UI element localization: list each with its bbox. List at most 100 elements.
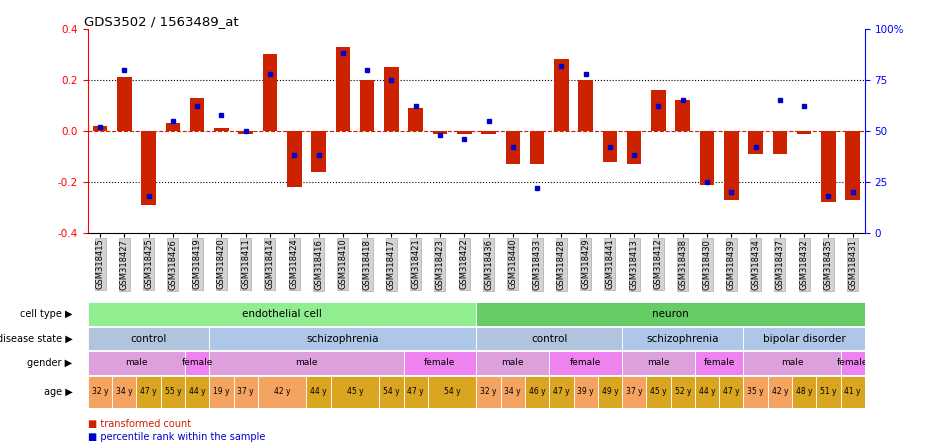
Text: gender ▶: gender ▶ [27,358,72,368]
Text: control: control [531,333,567,344]
Bar [88,327,209,350]
Bar [598,376,622,408]
Bar [142,131,155,205]
Text: 44 y: 44 y [310,387,327,396]
Bar [92,126,107,131]
Bar [263,55,278,131]
Bar [185,351,209,375]
Bar [578,80,593,131]
Bar [748,131,763,154]
Bar [622,376,647,408]
Bar [744,351,841,375]
Text: male: male [125,358,148,368]
Bar [554,59,569,131]
Text: control: control [130,333,166,344]
Text: 54 y: 54 y [383,387,400,396]
Text: male: male [295,358,317,368]
Bar [476,376,500,408]
Bar [209,351,403,375]
Text: male: male [501,358,524,368]
Bar [817,376,841,408]
Text: 34 y: 34 y [504,387,521,396]
Bar [821,131,836,202]
Bar [796,131,811,134]
Text: ■ transformed count: ■ transformed count [88,419,191,429]
Bar [647,376,671,408]
Text: 32 y: 32 y [92,387,108,396]
Bar [214,128,228,131]
Bar [744,327,865,350]
Text: 47 y: 47 y [141,387,157,396]
Text: schizophrenia: schizophrenia [647,333,719,344]
Bar [88,302,476,326]
Bar [88,376,112,408]
Text: 35 y: 35 y [747,387,764,396]
Text: age ▶: age ▶ [43,387,72,397]
Bar [675,100,690,131]
Bar [695,376,720,408]
Bar [233,376,258,408]
Text: GDS3502 / 1563489_at: GDS3502 / 1563489_at [84,15,239,28]
Bar [792,376,817,408]
Bar [476,351,549,375]
Bar [622,351,695,375]
Bar [379,376,403,408]
Text: 42 y: 42 y [771,387,788,396]
Bar [433,131,448,134]
Text: endothelial cell: endothelial cell [242,309,322,319]
Bar [409,108,423,131]
Bar [476,302,865,326]
Bar [311,131,326,172]
Text: male: male [648,358,670,368]
Text: 48 y: 48 y [796,387,812,396]
Text: 44 y: 44 y [189,387,205,396]
Bar [845,131,860,200]
Text: 44 y: 44 y [698,387,715,396]
Bar [427,376,476,408]
Bar [209,327,476,350]
Bar [744,376,768,408]
Text: 19 y: 19 y [213,387,229,396]
Bar [306,376,331,408]
Bar [841,376,865,408]
Text: 46 y: 46 y [529,387,546,396]
Text: 37 y: 37 y [238,387,254,396]
Bar [137,376,161,408]
Bar [287,131,302,187]
Bar [166,123,180,131]
Bar [239,131,253,134]
Bar [622,327,744,350]
Text: 47 y: 47 y [553,387,570,396]
Bar [651,90,666,131]
Bar [724,131,738,200]
Bar [505,131,520,164]
Bar [384,67,399,131]
Bar [112,376,137,408]
Bar [476,327,622,350]
Text: 52 y: 52 y [674,387,691,396]
Text: 45 y: 45 y [347,387,364,396]
Text: 42 y: 42 y [274,387,290,396]
Text: female: female [181,358,213,368]
Text: bipolar disorder: bipolar disorder [763,333,845,344]
Text: 47 y: 47 y [407,387,424,396]
Bar [88,351,185,375]
Bar [720,376,744,408]
Bar [603,131,617,162]
Text: female: female [570,358,601,368]
Text: 51 y: 51 y [820,387,837,396]
Bar [331,376,379,408]
Text: schizophrenia: schizophrenia [306,333,379,344]
Bar [117,77,131,131]
Bar [699,131,714,185]
Bar [481,131,496,134]
Bar [403,376,427,408]
Bar [772,131,787,154]
Text: 41 y: 41 y [845,387,861,396]
Bar [161,376,185,408]
Bar [695,351,744,375]
Text: cell type ▶: cell type ▶ [19,309,72,319]
Bar [549,351,622,375]
Text: 49 y: 49 y [601,387,618,396]
Text: 47 y: 47 y [723,387,740,396]
